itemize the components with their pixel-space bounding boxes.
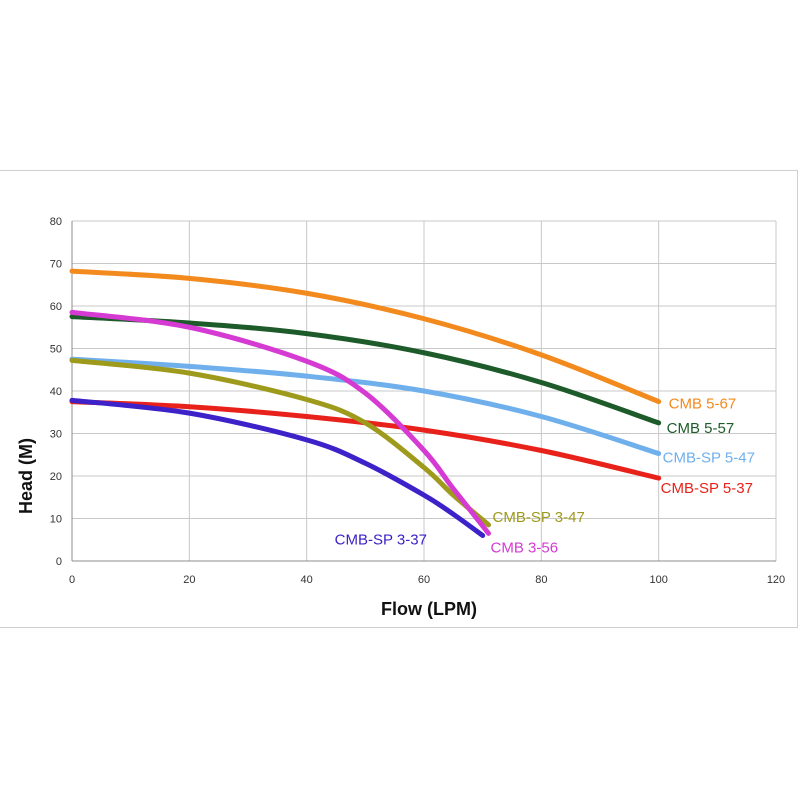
y-tick-label: 30 <box>50 429 62 441</box>
x-tick-label: 60 <box>418 574 430 586</box>
x-tick-label: 20 <box>183 574 195 586</box>
series-line-cmb-sp-5-37 <box>69 399 662 481</box>
series-line-cmb-sp-3-37 <box>69 397 486 538</box>
y-tick-label: 0 <box>56 556 62 568</box>
series-line-cmb-5-67 <box>69 268 662 405</box>
x-tick-label: 40 <box>301 574 313 586</box>
series-line-cmb-3-56 <box>69 309 492 536</box>
series-line-cmb-5-57 <box>69 314 662 426</box>
series-label-cmb-sp-3-47: CMB-SP 3-47 <box>493 509 585 526</box>
x-tick-label: 120 <box>767 574 785 586</box>
series-line-cmb-sp-5-47 <box>69 356 662 456</box>
chart-frame: 0 20 40 60 80 100 120 0 10 20 30 40 50 60 70 80 CMB 5-6… <box>0 170 798 628</box>
y-tick-label: 60 <box>50 301 62 313</box>
series-label-cmb-5-57: CMB 5-57 <box>667 420 735 437</box>
y-tick-label: 70 <box>50 259 62 271</box>
series-label-cmb-sp-3-37: CMB-SP 3-37 <box>335 532 427 549</box>
axis-layer: 0 20 40 60 80 100 120 0 10 20 30 40 50 60 70 80 <box>50 216 785 586</box>
y-tick-label: 10 <box>50 514 62 526</box>
y-tick-label: 20 <box>50 471 62 483</box>
series-label-cmb-sp-5-37: CMB-SP 5-37 <box>661 480 753 497</box>
x-tick-label: 80 <box>535 574 547 586</box>
label-layer: CMB 5-67 CMB 5-57 CMB-SP 5-47 CMB-SP 5-37 CM… <box>335 396 755 557</box>
series-label-cmb-3-56: CMB 3-56 <box>491 539 559 556</box>
x-axis-title: Flow (LPM) <box>381 599 477 619</box>
y-tick-label: 80 <box>50 216 62 228</box>
flow-head-chart: 0 20 40 60 80 100 120 0 10 20 30 40 50 60 70 80 CMB 5-6… <box>16 216 785 619</box>
y-axis-title: Head (M) <box>16 438 36 514</box>
series-label-cmb-sp-5-47: CMB-SP 5-47 <box>663 449 755 466</box>
y-tick-label: 40 <box>50 386 62 398</box>
series-line-cmb-sp-3-47 <box>69 357 492 528</box>
x-tick-label: 100 <box>649 574 667 586</box>
y-tick-label: 50 <box>50 344 62 356</box>
series-label-cmb-5-67: CMB 5-67 <box>669 396 737 413</box>
x-tick-label: 0 <box>69 574 75 586</box>
series-layer <box>69 268 662 538</box>
